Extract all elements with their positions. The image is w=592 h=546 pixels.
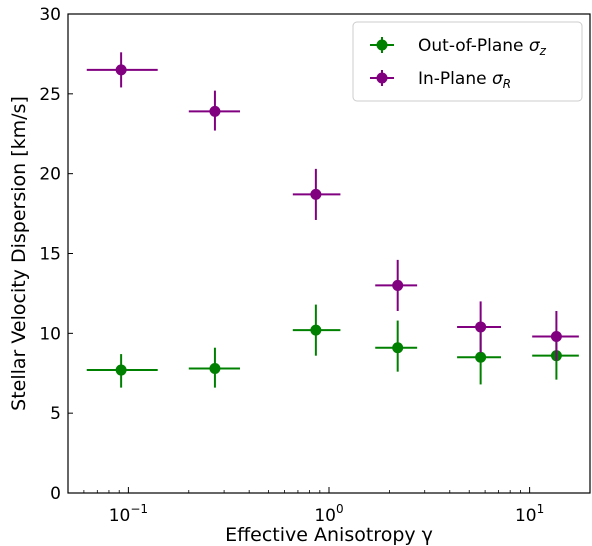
point-marker <box>209 362 221 374</box>
legend-dot <box>376 72 388 84</box>
y-tick-label: 25 <box>39 85 61 105</box>
point-marker <box>115 364 127 376</box>
data-point <box>86 354 158 388</box>
legend: Out-of-Plane σz In-Plane σR <box>352 21 583 102</box>
point-marker <box>392 342 404 354</box>
data-point <box>188 90 240 131</box>
legend-marker-out-of-plane <box>370 37 394 53</box>
plot-frame <box>67 13 591 494</box>
x-axis-label: Effective Anisotropy γ <box>225 524 433 546</box>
series-out-of-plane <box>86 304 579 388</box>
y-tick-label: 15 <box>39 245 61 265</box>
point-marker <box>475 321 487 333</box>
data-point <box>375 320 418 372</box>
legend-dot <box>376 39 388 51</box>
legend-box <box>352 21 583 102</box>
y-tick-label: 5 <box>50 404 61 424</box>
y-tick-label: 20 <box>39 165 61 185</box>
x-tick-label: 10−1 <box>109 502 148 526</box>
series-in-plane <box>86 52 579 361</box>
legend-marker-in-plane <box>370 70 394 86</box>
series-layer <box>86 52 579 388</box>
point-marker <box>310 324 322 336</box>
tick-labels: 0 5 10 15 20 25 30 10−1 100 101 <box>39 5 544 526</box>
data-point <box>457 331 501 385</box>
data-point <box>532 310 579 361</box>
y-tick-label: 10 <box>39 324 61 344</box>
legend-entry-in-plane: In-Plane σR <box>418 69 511 91</box>
data-point <box>292 168 341 220</box>
point-marker <box>475 351 487 363</box>
point-marker <box>392 279 404 291</box>
data-point <box>188 347 240 388</box>
x-tick-label: 101 <box>515 502 544 526</box>
x-tick-label: 100 <box>314 502 343 526</box>
data-point <box>375 259 418 311</box>
data-point <box>292 304 341 356</box>
legend-entry-out-of-plane: Out-of-Plane σz <box>418 36 547 58</box>
data-point <box>86 52 158 88</box>
point-marker <box>209 105 221 117</box>
point-marker <box>550 331 562 343</box>
y-tick-label: 30 <box>39 5 61 25</box>
y-axis-label: Stellar Velocity Dispersion [km/s] <box>8 96 30 411</box>
point-marker <box>310 188 322 200</box>
data-point <box>457 301 501 353</box>
point-marker <box>115 64 127 76</box>
y-tick-label: 0 <box>50 484 61 504</box>
